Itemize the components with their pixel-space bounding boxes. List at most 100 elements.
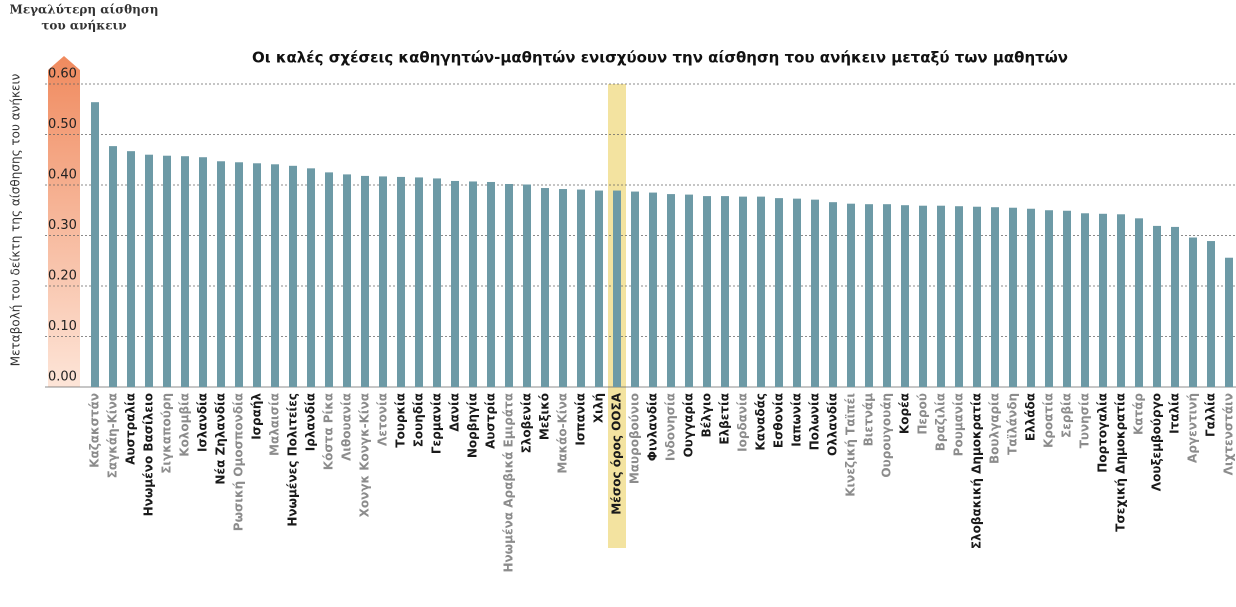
bar	[901, 205, 909, 387]
bar	[847, 203, 855, 387]
y-tick-label: 0.00	[48, 370, 77, 385]
bar	[1117, 214, 1125, 387]
bar	[217, 161, 225, 387]
bar	[595, 190, 603, 387]
bar	[289, 165, 297, 387]
x-tick-label: Ουγγαρία	[682, 393, 696, 457]
x-tick-label: Κορέα	[898, 393, 912, 434]
x-tick-label: Αυστραλία	[124, 393, 138, 465]
bar	[883, 204, 891, 387]
bar	[577, 189, 585, 387]
bar	[1099, 213, 1107, 387]
x-tick-label: Σερβία	[1060, 393, 1074, 438]
y-tick-label: 0.10	[48, 319, 77, 334]
bar	[919, 205, 927, 387]
bar	[343, 174, 351, 387]
bar	[559, 189, 567, 387]
bar	[937, 205, 945, 387]
bar	[523, 184, 531, 387]
x-tick-label: Ρωσική Ομοσπονδία	[232, 393, 246, 531]
bar	[1207, 241, 1215, 387]
bar	[1009, 207, 1017, 387]
x-tick-label: Αργεντινή	[1186, 393, 1200, 463]
x-tick-label: Σλοβακική Δημοκρατία	[970, 393, 984, 549]
bar	[685, 194, 693, 387]
bar	[451, 180, 459, 387]
bar	[1153, 225, 1161, 387]
bar	[829, 202, 837, 387]
bar	[757, 196, 765, 387]
bar	[271, 164, 279, 387]
bar	[325, 172, 333, 387]
x-tick-label: Ελλάδα	[1024, 393, 1038, 441]
x-tick-label: Λιχτενστάιν	[1222, 393, 1236, 475]
x-tick-label: Ολλανδία	[826, 393, 840, 456]
x-tick-label: Ουρουγουάη	[880, 393, 894, 478]
y-tick-label: 0.50	[48, 117, 77, 132]
x-tick-label: Περού	[916, 393, 930, 435]
x-tick-label: Μαυροβούνιο	[628, 393, 642, 484]
x-tick-label: Βουλγαρία	[988, 393, 1002, 464]
bar	[1063, 210, 1071, 387]
x-tick-label: Τυνησία	[1078, 393, 1092, 448]
x-tick-label: Νέα Ζηλανδία	[214, 393, 228, 485]
direction-arrow	[48, 56, 80, 387]
bar	[361, 175, 369, 387]
bar	[199, 157, 207, 387]
x-tick-label: Ινδονησία	[664, 393, 678, 461]
bar	[487, 181, 495, 387]
bar	[1171, 226, 1179, 387]
annotation: Μεγαλύτερη αίσθηση	[10, 3, 159, 17]
x-tick-label: Ισπανία	[574, 393, 588, 446]
x-tick-label: Σουηδία	[412, 393, 426, 447]
annotation: του ανήκειν	[41, 19, 126, 33]
x-tick-label: Δανία	[448, 393, 462, 432]
x-tick-label: Μακάο-Κίνα	[556, 393, 570, 474]
bar	[145, 154, 153, 387]
bar	[1081, 213, 1089, 387]
x-tick-label: Τουρκία	[394, 393, 408, 448]
bar	[253, 163, 261, 387]
x-tick-label: Ρουμανία	[952, 393, 966, 456]
x-tick-label: Ισλανδία	[196, 393, 210, 452]
bar	[973, 206, 981, 387]
y-tick-label: 0.40	[48, 168, 77, 183]
x-tick-label: Ελβετία	[718, 393, 732, 445]
bar	[163, 155, 171, 387]
bar	[307, 168, 315, 387]
bar	[181, 156, 189, 387]
x-tick-label: Ηνωμένο Βασίλειο	[142, 393, 156, 516]
x-tick-label: Φινλανδία	[646, 393, 660, 461]
x-tick-label: Κολομβία	[178, 393, 192, 457]
x-tick-label: Ιρλανδία	[304, 393, 318, 451]
x-tick-label: Κατάρ	[1132, 393, 1146, 435]
bar	[613, 190, 621, 387]
x-tick-label: Κόστα Ρίκα	[322, 393, 336, 470]
x-tick-label: Ταϊλάνδη	[1006, 393, 1020, 455]
x-tick-label: Ιορδανία	[736, 393, 750, 452]
bar	[667, 194, 675, 387]
y-tick-label: 0.30	[48, 218, 77, 233]
bar	[433, 178, 441, 387]
bar	[811, 199, 819, 387]
bar	[865, 204, 873, 387]
y-axis-label: Μεταβολή του δείκτη της αίσθησης του ανή…	[9, 73, 23, 366]
bar	[505, 183, 513, 387]
x-tick-label: Ιταλία	[1168, 393, 1182, 434]
x-tick-label: Νορβηγία	[466, 393, 480, 458]
x-tick-label: Ηνωμένες Πολιτείες	[286, 393, 300, 527]
x-tick-label: Λετονία	[376, 393, 390, 446]
x-tick-label: Βραζιλία	[934, 393, 948, 451]
x-tick-label: Γαλλία	[1204, 393, 1218, 437]
bar	[703, 196, 711, 387]
bar	[1135, 218, 1143, 387]
x-tick-label: Κροατία	[1042, 393, 1056, 448]
x-tick-label: Βέλγιο	[700, 393, 714, 438]
bar	[397, 176, 405, 387]
bar	[955, 206, 963, 387]
bar	[109, 146, 117, 387]
x-tick-label: Αυστρία	[484, 393, 498, 449]
chart-title: Οι καλές σχέσεις καθηγητών-μαθητών ενισχ…	[252, 49, 1068, 67]
x-tick-label: Τσεχική Δημοκρατία	[1114, 393, 1128, 532]
